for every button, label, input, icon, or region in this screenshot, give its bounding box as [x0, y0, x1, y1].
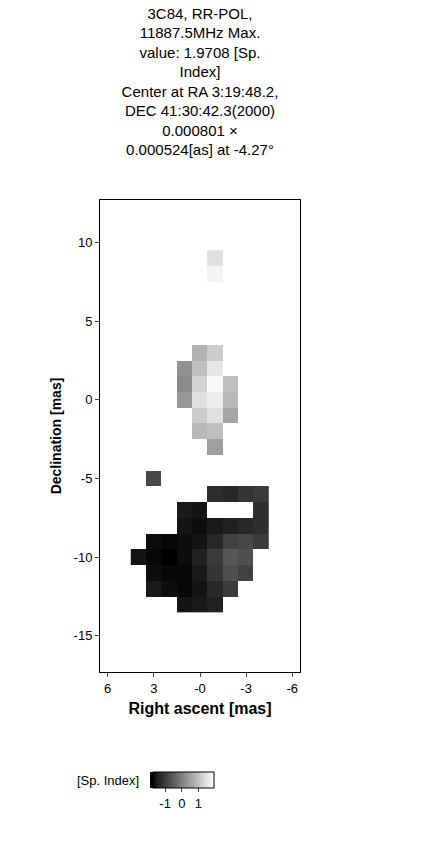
svg-text:Right ascent [mas]: Right ascent [mas]	[128, 700, 271, 717]
svg-text:0: 0	[85, 392, 92, 407]
svg-text:Declination [mas]: Declination [mas]	[48, 378, 64, 495]
svg-text:[Sp. Index]: [Sp. Index]	[77, 773, 139, 788]
svg-text:5: 5	[85, 314, 92, 329]
svg-text:-0: -0	[194, 681, 206, 696]
svg-text:1: 1	[195, 796, 202, 811]
svg-text:-15: -15	[74, 628, 93, 643]
svg-text:-5: -5	[81, 471, 93, 486]
svg-text:3C84, RR-POL,11887.5MHz Max.va: 3C84, RR-POL,11887.5MHz Max.value: 1.970…	[122, 5, 279, 159]
svg-text:-3: -3	[240, 681, 252, 696]
svg-text:6: 6	[104, 681, 111, 696]
svg-text:-1: -1	[159, 796, 171, 811]
svg-text:0: 0	[178, 796, 185, 811]
svg-text:3: 3	[150, 681, 157, 696]
svg-text:10: 10	[78, 235, 92, 250]
svg-text:-6: -6	[287, 681, 299, 696]
svg-text:-10: -10	[74, 550, 93, 565]
